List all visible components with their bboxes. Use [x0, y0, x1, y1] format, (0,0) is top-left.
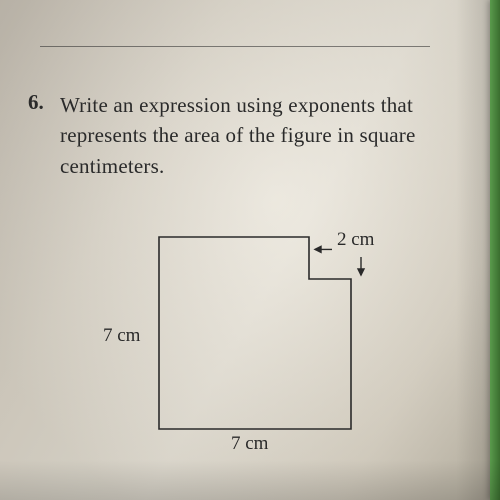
label-notch: 2 cm	[337, 229, 374, 251]
problem-line-2: represents the area of the figure in squ…	[60, 120, 438, 150]
page-bottom-shadow	[0, 460, 500, 500]
notch-arrow-vertical	[358, 257, 364, 275]
problem-line-1: Write an expression using exponents that	[60, 90, 438, 120]
figure-svg	[115, 225, 375, 455]
label-left: 7 cm	[103, 325, 140, 347]
problem-number: 6.	[28, 90, 56, 115]
problem-text: Write an expression using exponents that…	[60, 90, 438, 181]
label-bottom: 7 cm	[231, 433, 268, 455]
page-right-edge	[490, 0, 500, 500]
page-gutter-shadow	[456, 0, 490, 500]
notch-arrow-horizontal	[315, 246, 332, 252]
problem-line-3: centimeters.	[60, 151, 438, 181]
figure-outline	[159, 237, 351, 429]
geometry-figure: 2 cm 7 cm 7 cm	[115, 225, 375, 455]
problem-6: 6. Write an expression using exponents t…	[28, 90, 440, 181]
textbook-page: 6. Write an expression using exponents t…	[0, 0, 500, 500]
horizontal-rule	[40, 46, 430, 47]
